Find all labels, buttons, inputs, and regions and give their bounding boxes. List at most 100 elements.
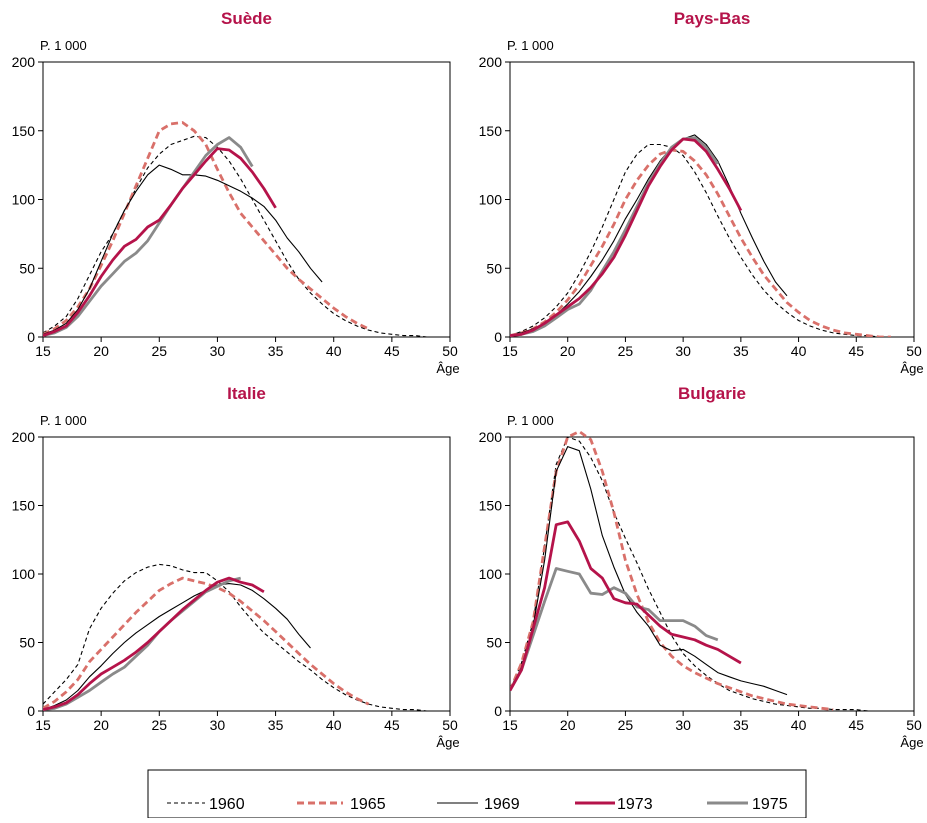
- plot-frame-pays-bas: [509, 61, 915, 338]
- y-axis-label-pays-bas: P. 1 000: [507, 38, 554, 53]
- x-tick-label-italie-45: 45: [384, 717, 400, 733]
- x-tick-label-italie-50: 50: [442, 717, 458, 733]
- legend: 1960 1965 1969 1973 1975: [147, 769, 807, 819]
- x-tick-label-pays-bas-15: 15: [502, 343, 518, 359]
- y-tick-label-italie-0: 0: [27, 703, 35, 719]
- y-tick-label-italie-200: 200: [12, 429, 36, 445]
- x-axis-label-pays-bas: Âge: [900, 361, 923, 376]
- y-tick-label-pays-bas-100: 100: [479, 192, 503, 208]
- x-tick-label-bulgarie-25: 25: [618, 717, 634, 733]
- y-tick-label-suede-50: 50: [19, 260, 35, 276]
- x-tick-label-italie-35: 35: [268, 717, 284, 733]
- series-line-suede-1965: [43, 121, 370, 336]
- x-tick-label-suede-20: 20: [93, 343, 109, 359]
- series-line-bulgarie-1960: [510, 436, 891, 711]
- x-tick-label-italie-25: 25: [151, 717, 167, 733]
- x-tick-label-bulgarie-40: 40: [791, 717, 807, 733]
- legend-label-1969: 1969: [484, 796, 520, 813]
- series-line-pays-bas-1973: [510, 137, 743, 337]
- panel-italie: Italie P. 1 000 15 20 25 30 35 40 45 50 0 50 100 150 2…: [12, 384, 460, 750]
- legend-box: [147, 769, 807, 819]
- series-line-pays-bas-1965: [510, 148, 891, 337]
- panel-suede: Suède P. 1 000 15 20 25 30 35 40 45 50 0 50 100 150 20…: [12, 9, 460, 376]
- x-tick-label-pays-bas-40: 40: [791, 343, 807, 359]
- x-tick-label-italie-30: 30: [210, 717, 226, 733]
- x-tick-label-italie-20: 20: [93, 717, 109, 733]
- series-line-bulgarie-1975: [510, 567, 719, 692]
- x-tick-label-suede-40: 40: [326, 343, 342, 359]
- x-tick-label-pays-bas-45: 45: [848, 343, 864, 359]
- x-tick-label-pays-bas-50: 50: [906, 343, 922, 359]
- legend-label-1973: 1973: [617, 796, 653, 813]
- x-tick-label-italie-40: 40: [326, 717, 342, 733]
- y-tick-label-italie-100: 100: [12, 566, 36, 582]
- series-line-suede-1973: [43, 147, 277, 337]
- y-tick-label-bulgarie-150: 150: [479, 498, 503, 514]
- panel-pays-bas: Pays-Bas P. 1 000 15 20 25 30 35 40 45 50 0 50 100 15…: [479, 9, 924, 376]
- y-tick-label-suede-200: 200: [12, 54, 36, 70]
- panel-title-bulgarie: Bulgarie: [678, 384, 746, 403]
- x-axis-label-bulgarie: Âge: [900, 735, 923, 750]
- x-tick-label-bulgarie-30: 30: [675, 717, 691, 733]
- series-line-pays-bas-1969: [510, 134, 788, 337]
- y-tick-label-bulgarie-200: 200: [479, 429, 503, 445]
- x-tick-label-italie-15: 15: [35, 717, 51, 733]
- panel-title-italie: Italie: [227, 384, 266, 403]
- plot-frame-bulgarie: [509, 436, 915, 712]
- legend-label-1960: 1960: [209, 796, 245, 813]
- x-tick-label-pays-bas-25: 25: [618, 343, 634, 359]
- y-axis-label-bulgarie: P. 1 000: [507, 413, 554, 428]
- legend-label-1965: 1965: [350, 796, 386, 813]
- y-tick-label-pays-bas-50: 50: [486, 260, 502, 276]
- x-tick-label-suede-50: 50: [442, 343, 458, 359]
- series-line-italie-1975: [43, 576, 242, 711]
- y-tick-label-pays-bas-0: 0: [494, 329, 502, 345]
- x-tick-label-bulgarie-15: 15: [502, 717, 518, 733]
- y-tick-label-italie-150: 150: [12, 498, 36, 514]
- plot-frame-suede: [42, 61, 451, 338]
- x-tick-label-pays-bas-20: 20: [560, 343, 576, 359]
- y-tick-label-suede-150: 150: [12, 123, 36, 139]
- x-tick-label-pays-bas-35: 35: [733, 343, 749, 359]
- x-tick-label-suede-25: 25: [151, 343, 167, 359]
- y-tick-label-bulgarie-50: 50: [486, 635, 502, 651]
- series-line-suede-1960: [43, 135, 427, 337]
- panel-bulgarie: Bulgarie P. 1 000 15 20 25 30 35 40 45 50 0 50 100 15…: [479, 384, 924, 750]
- y-tick-label-bulgarie-0: 0: [494, 703, 502, 719]
- panel-title-pays-bas: Pays-Bas: [674, 9, 751, 28]
- panel-title-suede: Suède: [221, 9, 272, 28]
- y-axis-label-suede: P. 1 000: [40, 38, 87, 53]
- series-line-italie-1973: [43, 576, 265, 711]
- y-tick-label-pays-bas-150: 150: [479, 123, 503, 139]
- y-tick-label-suede-0: 0: [27, 329, 35, 345]
- x-axis-label-italie: Âge: [436, 735, 459, 750]
- series-line-bulgarie-1969: [510, 446, 788, 696]
- series-line-italie-1960: [43, 563, 427, 711]
- series-line-pays-bas-1960: [510, 143, 891, 337]
- plot-frame-italie: [42, 436, 451, 712]
- y-axis-label-italie: P. 1 000: [40, 413, 87, 428]
- series-line-bulgarie-1965: [510, 431, 834, 711]
- x-tick-label-bulgarie-20: 20: [560, 717, 576, 733]
- x-tick-label-suede-35: 35: [268, 343, 284, 359]
- series-line-bulgarie-1973: [510, 520, 742, 692]
- x-tick-label-bulgarie-45: 45: [848, 717, 864, 733]
- series-line-pays-bas-1975: [510, 136, 719, 337]
- x-tick-label-suede-30: 30: [210, 343, 226, 359]
- x-tick-label-bulgarie-50: 50: [906, 717, 922, 733]
- y-tick-label-suede-100: 100: [12, 192, 36, 208]
- x-axis-label-suede: Âge: [436, 361, 459, 376]
- y-tick-label-pays-bas-200: 200: [479, 54, 503, 70]
- x-tick-label-bulgarie-35: 35: [733, 717, 749, 733]
- y-tick-label-bulgarie-100: 100: [479, 566, 503, 582]
- series-line-suede-1975: [43, 136, 254, 337]
- x-tick-label-suede-15: 15: [35, 343, 51, 359]
- legend-label-1975: 1975: [752, 796, 788, 813]
- series-line-italie-1969: [43, 583, 311, 711]
- series-line-suede-1969: [43, 164, 323, 335]
- y-tick-label-italie-50: 50: [19, 635, 35, 651]
- x-tick-label-suede-45: 45: [384, 343, 400, 359]
